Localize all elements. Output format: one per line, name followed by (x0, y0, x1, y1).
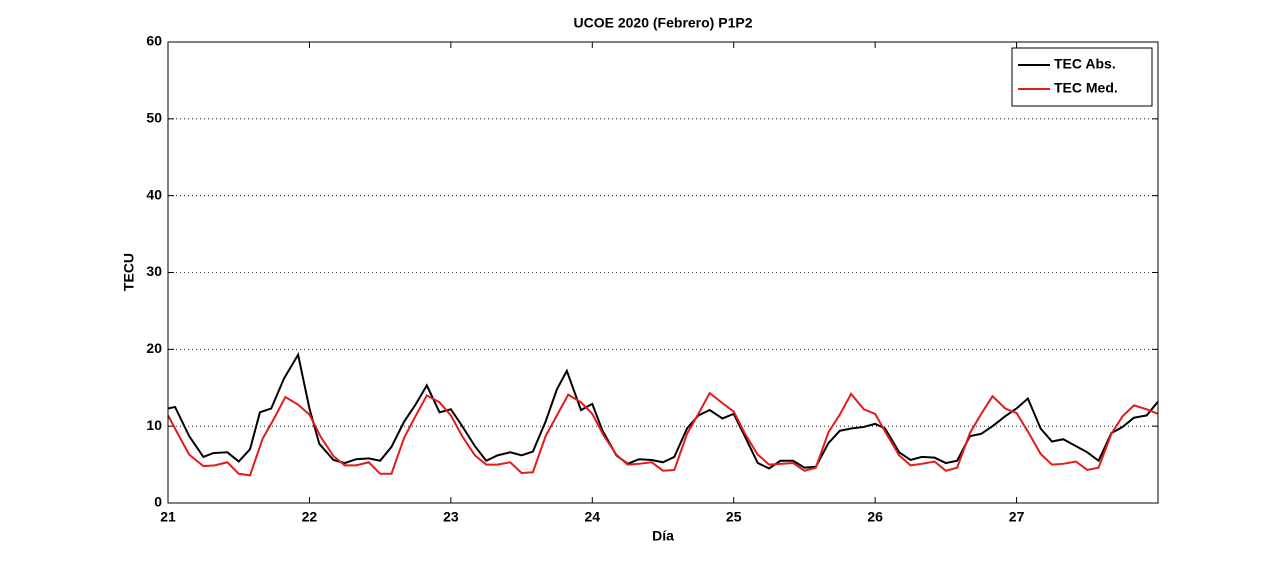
x-tick-label: 24 (584, 509, 600, 525)
chart-title: UCOE 2020 (Febrero) P1P2 (574, 15, 753, 31)
y-tick-label: 20 (146, 340, 162, 356)
x-axis-label: Día (652, 528, 674, 544)
y-tick-label: 30 (146, 263, 162, 279)
series-line (167, 351, 1159, 470)
x-tick-label: 22 (302, 509, 318, 525)
y-tick-label: 60 (146, 33, 162, 49)
x-tick-label: 23 (443, 509, 459, 525)
legend-label: TEC Abs. (1054, 56, 1116, 72)
x-tick-label: 26 (867, 509, 883, 525)
x-tick-label: 25 (726, 509, 742, 525)
legend-label: TEC Med. (1054, 80, 1118, 96)
x-tick-label: 27 (1009, 509, 1025, 525)
legend-box (1011, 47, 1153, 107)
y-tick-label: 50 (146, 110, 162, 126)
plot-frame (167, 41, 1159, 504)
y-axis-label: TECU (121, 253, 137, 291)
y-tick-label: 40 (146, 186, 162, 202)
x-tick-label: 21 (160, 509, 176, 525)
y-tick-label: 10 (146, 417, 162, 433)
series-line (167, 391, 1159, 477)
y-tick-label: 0 (154, 494, 162, 510)
